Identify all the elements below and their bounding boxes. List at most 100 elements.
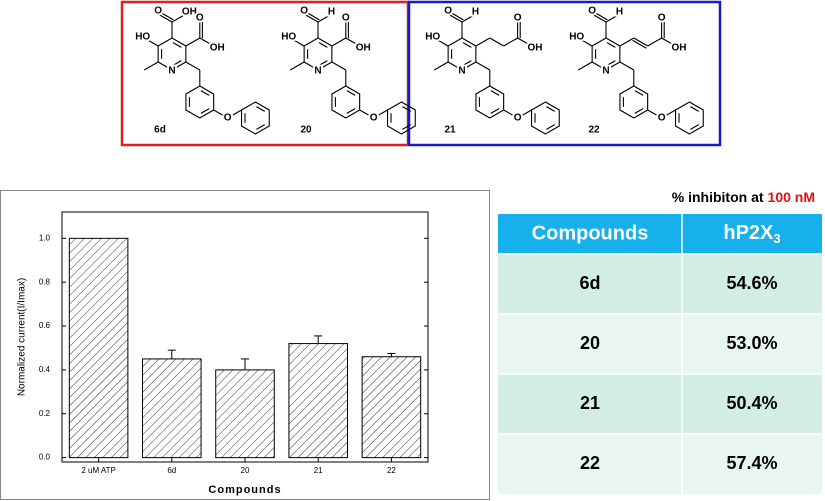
compound-label: 20 xyxy=(300,125,312,136)
bond xyxy=(303,13,319,23)
bond xyxy=(606,60,616,66)
compound-label: 6d xyxy=(154,125,166,136)
bond xyxy=(305,11,320,21)
table-cell: 21 xyxy=(580,393,600,413)
bond xyxy=(447,13,463,23)
atom-label: OH xyxy=(356,43,371,54)
bond xyxy=(690,124,700,130)
bond xyxy=(346,108,356,114)
header-text: hP2X xyxy=(723,222,774,244)
bond xyxy=(199,37,214,47)
group-box-blue xyxy=(407,0,722,147)
ring xyxy=(185,85,215,119)
bond xyxy=(157,13,173,23)
bond xyxy=(619,61,635,71)
bond xyxy=(373,109,388,119)
note-part: % inhibiton at xyxy=(672,189,764,205)
bond xyxy=(661,37,676,47)
x-tick-label: 20 xyxy=(241,466,250,475)
table-note: % inhibiton at 100 nM xyxy=(672,189,815,205)
bond xyxy=(159,11,174,21)
bond xyxy=(606,42,616,48)
atom-label: OH xyxy=(210,43,225,54)
bond xyxy=(433,61,449,71)
y-tick-label: 0.2 xyxy=(39,409,51,418)
group-box-red xyxy=(120,0,410,147)
bond xyxy=(331,61,347,71)
chart-panel xyxy=(0,190,490,500)
y-tick-label: 1.0 xyxy=(39,233,51,242)
bond xyxy=(227,109,242,119)
bond xyxy=(171,13,187,23)
table-cell: 53.0% xyxy=(726,333,777,353)
bond xyxy=(633,37,648,47)
bond xyxy=(475,37,491,47)
ring xyxy=(157,37,187,71)
atom-label: O xyxy=(514,13,522,24)
bar xyxy=(361,356,422,459)
bond xyxy=(172,60,182,66)
ring xyxy=(386,101,416,135)
bond xyxy=(317,13,333,23)
atom-label: OH xyxy=(182,7,197,18)
bond xyxy=(503,109,518,119)
atom-label: O xyxy=(342,13,350,24)
x-tick-label: 21 xyxy=(314,466,323,475)
header-subscript: 3 xyxy=(773,231,780,246)
bond xyxy=(289,61,305,71)
bond xyxy=(503,37,518,47)
bond xyxy=(200,108,210,114)
bond xyxy=(490,108,500,114)
bond xyxy=(143,61,159,71)
bond xyxy=(256,106,266,112)
x-axis-label: Compounds xyxy=(208,484,281,496)
atom-label: O xyxy=(514,113,522,124)
table-cell: 57.4% xyxy=(726,453,777,473)
bond xyxy=(690,106,700,112)
bond xyxy=(517,37,532,47)
bond xyxy=(591,13,607,23)
atom-label: N xyxy=(602,66,609,77)
atom-label: OH xyxy=(672,43,687,54)
bond xyxy=(402,124,412,130)
bar xyxy=(68,237,129,459)
bond xyxy=(200,90,210,96)
atom-label: O xyxy=(154,6,162,17)
atom-label: HO xyxy=(425,32,440,43)
compound-label: 21 xyxy=(444,125,456,136)
bond xyxy=(289,37,305,47)
bond xyxy=(462,42,472,48)
table-cell: 22 xyxy=(580,453,600,473)
bond xyxy=(433,37,449,47)
row-bg xyxy=(498,434,822,494)
bond xyxy=(185,37,201,47)
header-bg xyxy=(498,214,822,254)
atom-label: N xyxy=(314,66,321,77)
bond xyxy=(517,109,532,119)
row-bg xyxy=(498,374,822,434)
atom-label: H xyxy=(616,7,623,18)
atom-label: O xyxy=(444,6,452,17)
atom-label: OH xyxy=(528,43,543,54)
atom-label: O xyxy=(224,113,232,124)
ring xyxy=(475,85,505,119)
ring xyxy=(331,85,361,119)
atom-label: O xyxy=(588,6,596,17)
row-bg xyxy=(498,254,822,314)
atom-label: O xyxy=(196,13,204,24)
bond xyxy=(546,124,556,130)
bar xyxy=(142,358,202,459)
bond xyxy=(449,11,464,21)
atom-label: HO xyxy=(569,32,584,43)
table-cell: 20 xyxy=(580,333,600,353)
bond xyxy=(213,109,228,119)
y-tick-label: 0.4 xyxy=(39,365,51,374)
bond xyxy=(593,11,608,21)
table-cell: 50.4% xyxy=(726,393,777,413)
ring xyxy=(240,101,270,135)
chart: 0.0 0.2 0.4 0.6 0.8 1.0 Normalized current(I/I… xyxy=(17,211,429,496)
bond xyxy=(619,37,635,47)
